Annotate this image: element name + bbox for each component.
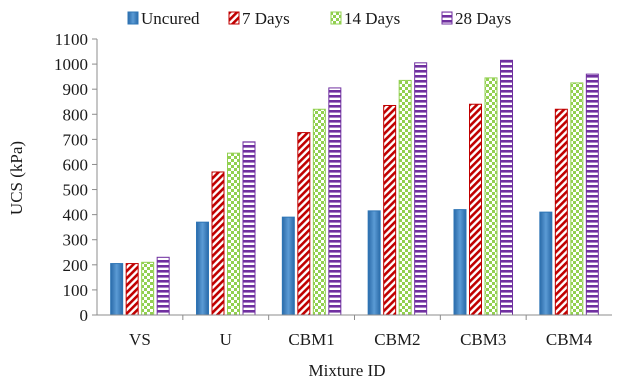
bar-14-days-vs: 14 Days — VS: 210 <box>141 261 155 316</box>
bar-14-days-cbm2: 14 Days — CBM2: 935 <box>398 79 412 316</box>
x-tick-label: CBM1 <box>288 330 334 349</box>
y-tick-label: 800 <box>63 105 89 124</box>
legend-label: Uncured <box>141 9 200 28</box>
legend-swatch-28-days <box>441 11 453 25</box>
x-tick-label: CBM2 <box>374 330 420 349</box>
legend-swatch-14-days <box>330 11 342 25</box>
x-tick-label: VS <box>129 330 151 349</box>
y-tick-label: 700 <box>63 130 89 149</box>
x-tick-label: CBM4 <box>546 330 593 349</box>
x-tick-label: CBM3 <box>460 330 506 349</box>
bar-7-days-cbm4: 7 Days — CBM4: 820 <box>554 108 568 316</box>
bar-14-days-u: 14 Days — U: 645 <box>227 152 240 316</box>
y-tick-label: 900 <box>63 80 89 99</box>
bar-28-days-vs: 28 Days — VS: 230 <box>156 256 170 316</box>
y-tick-label: 200 <box>63 256 89 275</box>
y-tick-label: 1100 <box>55 30 88 49</box>
bar-28-days-cbm4: 28 Days — CBM4: 960 <box>585 73 599 316</box>
y-tick-label: 500 <box>63 181 89 200</box>
bar-28-days-cbm1: 28 Days — CBM1: 905 <box>328 87 342 316</box>
y-tick-label: 600 <box>63 155 89 174</box>
bar-uncured-cbm2: Uncured — CBM2: 415 <box>367 210 381 316</box>
y-axis-ticks: 0 100 200 300 400 500 600 700 800 900 1000 1100 <box>54 30 97 325</box>
y-tick-label: 300 <box>63 231 89 250</box>
bar-14-days-cbm3: 14 Days — CBM3: 945 <box>484 77 498 316</box>
y-tick-label: 100 <box>63 281 89 300</box>
x-axis-title: Mixture ID <box>309 361 386 380</box>
bar-uncured-cbm3: Uncured — CBM3: 420 <box>453 209 467 316</box>
x-tick-label: U <box>220 330 232 349</box>
legend-swatch-7-days <box>228 11 240 25</box>
bars: Uncured — VS: 2057 Days — VS: 20514 Days… <box>110 59 599 316</box>
bar-uncured-u: Uncured — U: 370 <box>196 221 209 316</box>
y-tick-label: 400 <box>63 206 89 225</box>
bar-7-days-cbm3: 7 Days — CBM3: 840 <box>469 103 482 316</box>
bar-uncured-cbm1: Uncured — CBM1: 390 <box>281 216 295 316</box>
legend-swatch-uncured <box>127 11 139 25</box>
legend: Uncured 7 Days 14 Days 28 Days <box>127 9 511 28</box>
legend-label: 14 Days <box>344 9 400 28</box>
y-axis-title: UCS (kPa) <box>7 141 26 215</box>
bar-14-days-cbm4: 14 Days — CBM4: 925 <box>570 82 584 316</box>
bar-14-days-cbm1: 14 Days — CBM1: 820 <box>312 108 326 316</box>
bar-uncured-cbm4: Uncured — CBM4: 410 <box>539 211 553 316</box>
bar-7-days-u: 7 Days — U: 570 <box>211 171 225 316</box>
bar-28-days-cbm3: 28 Days — CBM3: 1015 <box>500 59 513 316</box>
y-tick-label: 1000 <box>54 55 88 74</box>
bar-uncured-vs: Uncured — VS: 205 <box>110 263 124 316</box>
legend-label: 7 Days <box>242 9 290 28</box>
bar-7-days-cbm1: 7 Days — CBM1: 727 <box>297 132 311 316</box>
bar-28-days-u: 28 Days — U: 690 <box>242 141 256 316</box>
bar-28-days-cbm2: 28 Days — CBM2: 1005 <box>414 62 428 316</box>
x-axis-ticks: VS U CBM1 CBM2 CBM3 CBM4 <box>129 315 593 349</box>
bar-7-days-vs: 7 Days — VS: 205 <box>125 263 139 316</box>
y-tick-label: 0 <box>80 306 89 325</box>
bar-7-days-cbm2: 7 Days — CBM2: 835 <box>383 104 397 316</box>
legend-label: 28 Days <box>455 9 511 28</box>
